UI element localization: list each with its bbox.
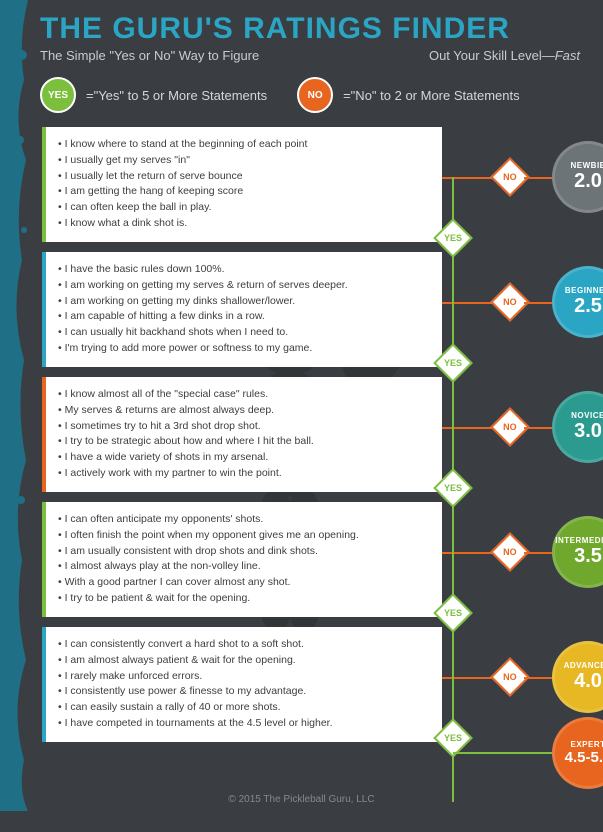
rating-value: 4.5-5.0	[565, 749, 603, 766]
statement-item: I am usually consistent with drop shots …	[58, 544, 428, 560]
legend: YES ="Yes" to 5 or More Statements NO ="…	[40, 77, 573, 113]
statements-list: I can consistently convert a hard shot t…	[58, 637, 428, 732]
rating-label: EXPERT	[570, 740, 603, 749]
statement-item: I am capable of hitting a few dinks in a…	[58, 309, 428, 325]
statement-item: With a good partner I can cover almost a…	[58, 575, 428, 591]
expert-connector	[453, 752, 553, 754]
footer-copyright: © 2015 The Pickleball Guru, LLC	[0, 794, 603, 805]
statement-item: I'm trying to add more power or softness…	[58, 341, 428, 357]
level-row: I can often anticipate my opponents' sho…	[42, 502, 603, 627]
statement-item: I am working on getting my dinks shallow…	[58, 294, 428, 310]
statement-item: I actively work with my partner to win t…	[58, 466, 428, 482]
statements-box: I can often anticipate my opponents' sho…	[42, 502, 442, 617]
statement-item: I know almost all of the "special case" …	[58, 387, 428, 403]
statement-item: I have a wide variety of shots in my ars…	[58, 450, 428, 466]
statement-item: My serves & returns are almost always de…	[58, 403, 428, 419]
statement-item: I have the basic rules down 100%.	[58, 262, 428, 278]
yes-legend-text: ="Yes" to 5 or More Statements	[86, 88, 267, 103]
rating-circle: ADVANCED4.0	[552, 641, 603, 713]
header: THE GURU'S RATINGS FINDER The Simple "Ye…	[0, 0, 603, 113]
statement-item: I can often keep the ball in play.	[58, 200, 428, 216]
flowchart-content: I know where to stand at the beginning o…	[0, 113, 603, 832]
statements-list: I know where to stand at the beginning o…	[58, 137, 428, 232]
statement-item: I rarely make unforced errors.	[58, 669, 428, 685]
rating-value: 3.0	[574, 420, 602, 443]
statements-list: I can often anticipate my opponents' sho…	[58, 512, 428, 607]
statements-list: I know almost all of the "special case" …	[58, 387, 428, 482]
expert-row: EXPERT4.5-5.0	[42, 752, 603, 832]
rating-label: NOVICE	[571, 411, 603, 420]
statement-item: I am getting the hang of keeping score	[58, 184, 428, 200]
rating-label: ADVANCED	[564, 661, 603, 670]
statement-item: I can easily sustain a rally of 40 or mo…	[58, 700, 428, 716]
statement-item: I have competed in tournaments at the 4.…	[58, 716, 428, 732]
no-connector-2	[524, 677, 554, 679]
rating-label: INTERMEDIATE	[555, 536, 603, 545]
rating-circle: NEWBIE2.0	[552, 141, 603, 213]
statement-item: I can usually hit backhand shots when I …	[58, 325, 428, 341]
statement-item: I sometimes try to hit a 3rd shot drop s…	[58, 419, 428, 435]
statement-item: I consistently use power & finesse to my…	[58, 684, 428, 700]
accent-bar	[42, 252, 46, 367]
subtitle-right: Out Your Skill Level—Fast	[429, 48, 580, 63]
rating-circle: BEGINNER2.5	[552, 266, 603, 338]
statements-list: I have the basic rules down 100%.I am wo…	[58, 262, 428, 357]
rating-circle: NOVICE3.0	[552, 391, 603, 463]
statement-item: I am working on getting my serves & retu…	[58, 278, 428, 294]
level-row: I can consistently convert a hard shot t…	[42, 627, 603, 752]
no-legend-text: ="No" to 2 or More Statements	[343, 88, 520, 103]
rating-label: NEWBIE	[571, 161, 603, 170]
accent-bar	[42, 627, 46, 742]
statement-item: I usually get my serves "in"	[58, 153, 428, 169]
statement-item: I often finish the point when my opponen…	[58, 528, 428, 544]
statements-box: I can consistently convert a hard shot t…	[42, 627, 442, 742]
statement-item: I know where to stand at the beginning o…	[58, 137, 428, 153]
subtitle: The Simple "Yes or No" Way to Figure Out…	[40, 48, 580, 63]
no-connector-2	[524, 552, 554, 554]
no-connector-2	[524, 177, 554, 179]
statements-box: I have the basic rules down 100%.I am wo…	[42, 252, 442, 367]
rating-value: 4.0	[574, 670, 602, 693]
rating-value: 2.0	[574, 170, 602, 193]
statement-item: I can consistently convert a hard shot t…	[58, 637, 428, 653]
rating-label: BEGINNER	[565, 286, 603, 295]
no-badge: NO	[297, 77, 333, 113]
level-row: I know where to stand at the beginning o…	[42, 127, 603, 252]
accent-bar	[42, 502, 46, 617]
yes-badge: YES	[40, 77, 76, 113]
no-connector-2	[524, 302, 554, 304]
no-connector-2	[524, 427, 554, 429]
level-row: I know almost all of the "special case" …	[42, 377, 603, 502]
statement-item: I try to be strategic about how and wher…	[58, 434, 428, 450]
statement-item: I usually let the return of serve bounce	[58, 169, 428, 185]
level-row: I have the basic rules down 100%.I am wo…	[42, 252, 603, 377]
statements-box: I know almost all of the "special case" …	[42, 377, 442, 492]
rating-value: 2.5	[574, 295, 602, 318]
statement-item: I almost always play at the non-volley l…	[58, 559, 428, 575]
accent-bar	[42, 377, 46, 492]
subtitle-left: The Simple "Yes or No" Way to Figure	[40, 48, 259, 63]
accent-bar	[42, 127, 46, 242]
statement-item: I can often anticipate my opponents' sho…	[58, 512, 428, 528]
rating-circle: INTERMEDIATE3.5	[552, 516, 603, 588]
statement-item: I am almost always patient & wait for th…	[58, 653, 428, 669]
main-title: THE GURU'S RATINGS FINDER	[40, 12, 573, 46]
rating-value: 3.5	[574, 545, 602, 568]
statements-box: I know where to stand at the beginning o…	[42, 127, 442, 242]
statement-item: I know what a dink shot is.	[58, 216, 428, 232]
statement-item: I try to be patient & wait for the openi…	[58, 591, 428, 607]
